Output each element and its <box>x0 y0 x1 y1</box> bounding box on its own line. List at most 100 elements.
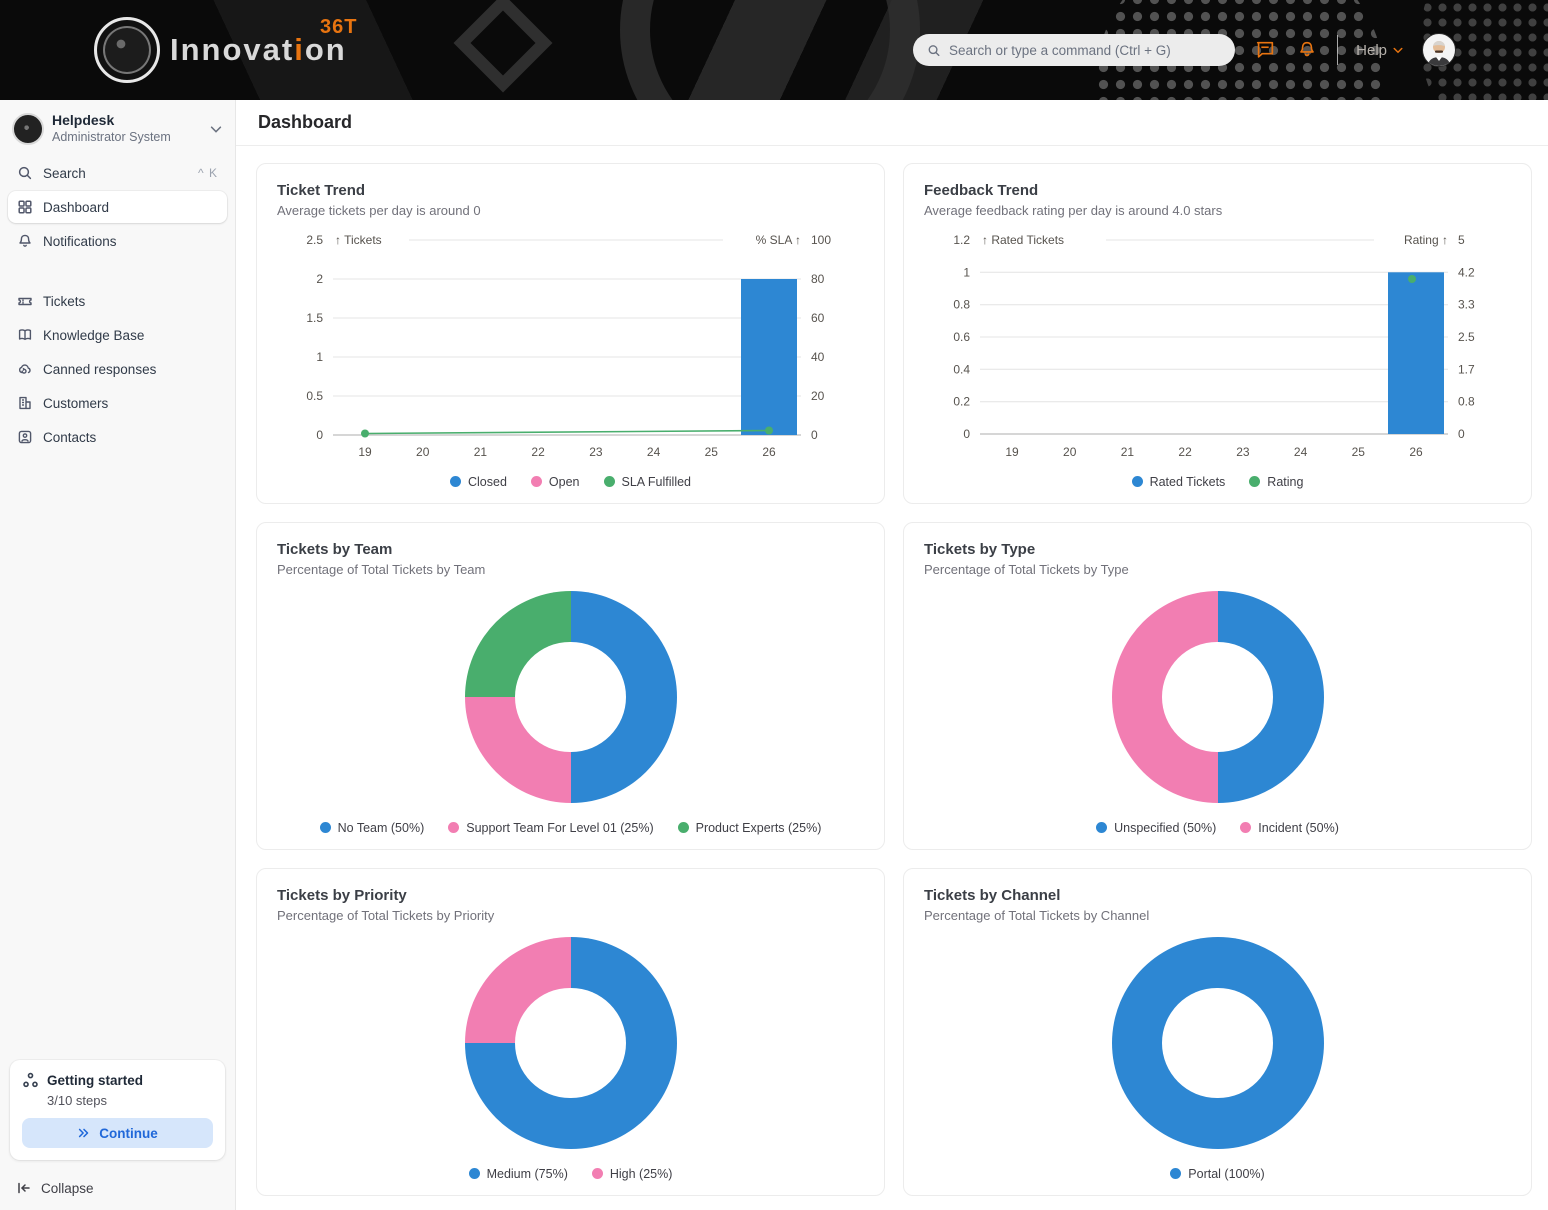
sla-point <box>765 426 773 435</box>
global-search[interactable] <box>913 34 1236 66</box>
card-subtitle: Percentage of Total Tickets by Type <box>924 561 1129 577</box>
sidebar-item-search[interactable]: Search ^ K <box>8 157 227 189</box>
x-tick: 20 <box>416 445 430 459</box>
bell-icon <box>19 234 31 247</box>
sidebar-item-label: Knowledge Base <box>43 327 145 343</box>
y-tick-right: 5 <box>1458 233 1465 247</box>
card-title: Tickets by Team <box>277 540 393 558</box>
legend-label: Medium (75%) <box>486 1166 568 1181</box>
workspace-subtitle: Administrator System <box>52 129 171 144</box>
sidebar-item-contacts[interactable]: Contacts <box>8 421 227 453</box>
sidebar-item-customers[interactable]: Customers <box>8 387 227 419</box>
x-tick: 23 <box>589 445 603 459</box>
legend-dot <box>530 476 542 488</box>
x-tick: 26 <box>762 445 776 459</box>
legend-dot <box>1240 822 1252 834</box>
y-tick-right: 80 <box>811 272 825 286</box>
legend-dot <box>468 1168 480 1180</box>
dashboard-grid-icon <box>18 200 32 214</box>
chart-legend: Closed Open SLA Fulfilled <box>277 475 864 489</box>
canned-response-cloud-icon <box>18 364 31 374</box>
ticket-icon <box>18 297 32 306</box>
ticket-trend-chart: 2.5 ↑ Tickets % SLA ↑ 100 2 80 1.5 60 1 … <box>306 233 831 459</box>
help-menu[interactable]: Help <box>1356 42 1404 59</box>
feedback-comment-button[interactable] <box>1253 38 1277 62</box>
tickets-by-priority-card: Tickets by Priority Percentage of Total … <box>256 867 885 1196</box>
app-header: Innovation 36T Help <box>0 0 1548 100</box>
legend-label: Product Experts (25%) <box>695 820 822 835</box>
x-tick: 20 <box>1063 445 1077 459</box>
sidebar-item-notifications[interactable]: Notifications <box>8 225 227 257</box>
y-tick-right: 40 <box>811 350 825 364</box>
y-tick: 0 <box>316 428 323 442</box>
x-tick: 25 <box>705 445 719 459</box>
y-tick: 2.5 <box>306 233 323 247</box>
workspace-switcher[interactable]: Helpdesk Administrator System <box>0 100 235 155</box>
sidebar-item-canned-responses[interactable]: Canned responses <box>8 353 227 385</box>
header-divider <box>1337 35 1339 65</box>
chart-legend: Medium (75%) High (25%) <box>468 1166 672 1181</box>
x-tick: 24 <box>1294 445 1308 459</box>
legend-label: No Team (50%) <box>337 820 425 835</box>
global-search-input[interactable] <box>949 42 1222 58</box>
brand-badge-icon <box>94 17 160 83</box>
legend-label: Support Team For Level 01 (25%) <box>466 820 654 835</box>
card-subtitle: Percentage of Total Tickets by Channel <box>924 907 1150 923</box>
steps-icon <box>23 1072 38 1088</box>
notifications-button[interactable] <box>1295 38 1319 62</box>
user-avatar[interactable] <box>1422 33 1456 67</box>
y-tick: 0.8 <box>953 297 970 311</box>
legend-dot <box>677 822 689 834</box>
sidebar-item-label: Notifications <box>43 233 117 249</box>
tickets-by-team-donut <box>464 590 677 803</box>
help-label: Help <box>1356 41 1387 59</box>
ticket-trend-card: Ticket Trend Average tickets per day is … <box>256 162 885 504</box>
y-tick: 0.4 <box>953 362 970 376</box>
chart-legend: Unspecified (50%) Incident (50%) <box>1096 821 1339 835</box>
search-shortcut: ^ K <box>198 166 218 181</box>
legend-dot <box>1131 476 1143 488</box>
legend-label: SLA Fulfilled <box>621 474 691 489</box>
continue-button[interactable]: Continue <box>22 1118 213 1148</box>
getting-started-card: Getting started 3/10 steps Continue <box>10 1060 225 1160</box>
sidebar-item-label: Canned responses <box>43 361 157 377</box>
legend-dot <box>1249 476 1261 488</box>
legend-label: Portal (100%) <box>1188 1166 1265 1181</box>
sidebar-nav: Search ^ K Dashboard Notifications Ticke… <box>0 155 235 455</box>
brand-wordmark: Innovation 36T <box>170 16 356 68</box>
x-tick: 25 <box>1352 445 1366 459</box>
getting-started-title: Getting started <box>47 1073 144 1088</box>
workspace-title: Helpdesk <box>52 112 115 128</box>
y-tick: 1.2 <box>953 233 970 247</box>
x-tick: 26 <box>1409 445 1423 459</box>
comment-icon <box>1256 41 1274 58</box>
workspace-logo-icon <box>12 112 44 145</box>
continue-label: Continue <box>99 1125 158 1141</box>
card-title: Tickets by Priority <box>277 886 407 904</box>
sidebar-item-label: Search <box>43 165 86 181</box>
main-area: Dashboard Ticket Trend Average tickets p… <box>236 100 1548 1210</box>
closed-bar <box>741 278 797 435</box>
card-subtitle: Percentage of Total Tickets by Priority <box>277 907 495 923</box>
y-tick: 2 <box>316 272 323 286</box>
card-title: Ticket Trend <box>277 181 366 199</box>
chart-legend: Rated Tickets Rating <box>924 475 1511 489</box>
tickets-by-priority-donut <box>464 936 677 1149</box>
page-titlebar: Dashboard <box>236 100 1548 146</box>
sidebar: Helpdesk Administrator System Search ^ K… <box>0 100 236 1210</box>
x-tick: 19 <box>1005 445 1019 459</box>
y-tick-right: 0.8 <box>1458 394 1475 408</box>
legend-dot <box>1096 822 1108 834</box>
wordmark-left: Innovat <box>170 32 295 67</box>
y-tick: 1 <box>963 265 970 279</box>
sidebar-item-tickets[interactable]: Tickets <box>8 285 227 317</box>
card-subtitle: Average feedback rating per day is aroun… <box>924 202 1223 218</box>
collapse-sidebar-button[interactable]: Collapse <box>0 1168 235 1210</box>
dashboard-grid: Ticket Trend Average tickets per day is … <box>236 146 1548 1210</box>
sidebar-item-dashboard[interactable]: Dashboard <box>8 191 227 224</box>
y-tick: 0.5 <box>306 389 323 403</box>
sidebar-item-knowledge-base[interactable]: Knowledge Base <box>8 319 227 351</box>
y-tick-right: 60 <box>811 311 825 325</box>
y-tick: 0 <box>963 427 970 441</box>
tickets-by-channel-card: Tickets by Channel Percentage of Total T… <box>903 867 1532 1196</box>
